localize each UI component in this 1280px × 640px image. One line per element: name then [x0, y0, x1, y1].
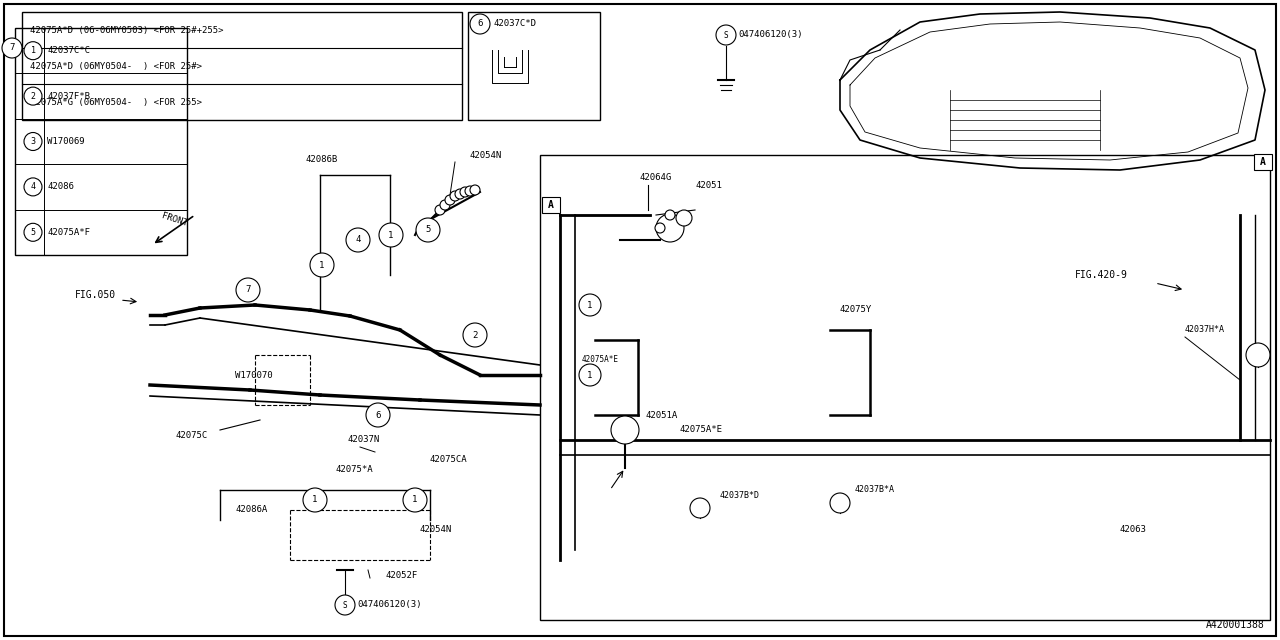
Bar [22, 12, 462, 120]
Bar [468, 12, 600, 120]
Circle shape [366, 403, 390, 427]
Text: 7: 7 [9, 44, 14, 52]
Text: 7: 7 [246, 285, 251, 294]
Text: 42037B*D: 42037B*D [719, 490, 760, 499]
Text: 1: 1 [412, 495, 417, 504]
Text: 42052F: 42052F [385, 570, 417, 579]
Circle shape [470, 14, 490, 34]
Text: S: S [343, 600, 347, 609]
Text: 42037N: 42037N [348, 435, 380, 445]
Text: 42075A*D (06MY0504-  ) <FOR 25#>: 42075A*D (06MY0504- ) <FOR 25#> [29, 61, 202, 70]
Text: 2: 2 [472, 330, 477, 339]
Text: 1: 1 [588, 301, 593, 310]
Text: 42054N: 42054N [470, 150, 502, 159]
Circle shape [1245, 343, 1270, 367]
Text: W170069: W170069 [47, 137, 84, 146]
Text: 42075C: 42075C [175, 431, 207, 440]
Text: 1: 1 [312, 495, 317, 504]
Circle shape [440, 200, 451, 210]
Text: 42075A*E: 42075A*E [582, 355, 620, 365]
Text: 42086: 42086 [47, 182, 74, 191]
Bar [540, 155, 1270, 620]
Text: 4: 4 [31, 182, 36, 191]
Text: 047406120(3): 047406120(3) [739, 31, 803, 40]
Circle shape [465, 186, 475, 196]
Text: 42075A*F: 42075A*F [47, 228, 90, 237]
Circle shape [303, 488, 326, 512]
Text: 5: 5 [31, 228, 36, 237]
Text: A420001388: A420001388 [1206, 620, 1265, 630]
Circle shape [379, 223, 403, 247]
Circle shape [416, 218, 440, 242]
Circle shape [24, 42, 42, 60]
Text: A: A [1260, 157, 1266, 167]
Circle shape [676, 210, 692, 226]
Circle shape [829, 493, 850, 513]
Circle shape [445, 195, 454, 205]
Text: S: S [723, 31, 728, 40]
Text: 6: 6 [375, 410, 380, 419]
Text: 047406120(3): 047406120(3) [357, 600, 421, 609]
Circle shape [451, 191, 460, 201]
Circle shape [716, 25, 736, 45]
Circle shape [3, 38, 22, 58]
Text: 4: 4 [356, 236, 361, 244]
Circle shape [690, 498, 710, 518]
Circle shape [463, 323, 486, 347]
Text: A: A [548, 200, 554, 210]
Bar [15, 28, 187, 255]
Circle shape [579, 294, 602, 316]
Text: 42075A*D (06-06MY0503) <FOR 25#+255>: 42075A*D (06-06MY0503) <FOR 25#+255> [29, 26, 224, 35]
Circle shape [454, 189, 465, 199]
Text: 6: 6 [477, 19, 483, 29]
Circle shape [24, 87, 42, 105]
Circle shape [24, 178, 42, 196]
Bar [541, 197, 561, 213]
Text: 42064G: 42064G [640, 173, 672, 182]
Circle shape [24, 223, 42, 241]
Text: 42075A*G (06MY0504-  ) <FOR 255>: 42075A*G (06MY0504- ) <FOR 255> [29, 97, 202, 106]
Circle shape [24, 132, 42, 150]
Text: 42086A: 42086A [236, 506, 268, 515]
Text: FRONT: FRONT [161, 212, 189, 228]
Circle shape [666, 210, 675, 220]
Text: 42037B*A: 42037B*A [855, 486, 895, 495]
Circle shape [611, 416, 639, 444]
Text: 42075*A: 42075*A [335, 465, 372, 474]
Text: 42037F*B: 42037F*B [47, 92, 90, 100]
Circle shape [470, 185, 480, 195]
Circle shape [579, 364, 602, 386]
Bar [1254, 154, 1272, 170]
Text: FIG.050: FIG.050 [76, 290, 116, 300]
Text: 1: 1 [388, 230, 394, 239]
Text: 42075CA: 42075CA [430, 456, 467, 465]
Text: 5: 5 [425, 225, 430, 234]
Text: 42075A*E: 42075A*E [680, 426, 723, 435]
Text: 42051: 42051 [695, 180, 722, 189]
Circle shape [236, 278, 260, 302]
Text: 42063: 42063 [1120, 525, 1147, 534]
Text: FIG.420-9: FIG.420-9 [1075, 270, 1128, 280]
Text: 1: 1 [31, 46, 36, 55]
Text: 42037C*C: 42037C*C [47, 46, 90, 55]
Text: 3: 3 [31, 137, 36, 146]
Text: 42037H*A: 42037H*A [1185, 326, 1225, 335]
Text: W170070: W170070 [236, 371, 273, 380]
Circle shape [346, 228, 370, 252]
Circle shape [310, 253, 334, 277]
Circle shape [435, 205, 445, 215]
Text: 42075Y: 42075Y [840, 305, 872, 314]
Text: 42051A: 42051A [645, 410, 677, 419]
Text: 1: 1 [588, 371, 593, 380]
Circle shape [655, 223, 666, 233]
Text: 42037C*D: 42037C*D [494, 19, 538, 29]
Text: 2: 2 [31, 92, 36, 100]
Text: 1: 1 [319, 260, 325, 269]
Circle shape [403, 488, 428, 512]
Text: 42086B: 42086B [305, 156, 337, 164]
Circle shape [460, 187, 470, 197]
Text: 42054N: 42054N [420, 525, 452, 534]
Circle shape [657, 214, 684, 242]
Circle shape [335, 595, 355, 615]
